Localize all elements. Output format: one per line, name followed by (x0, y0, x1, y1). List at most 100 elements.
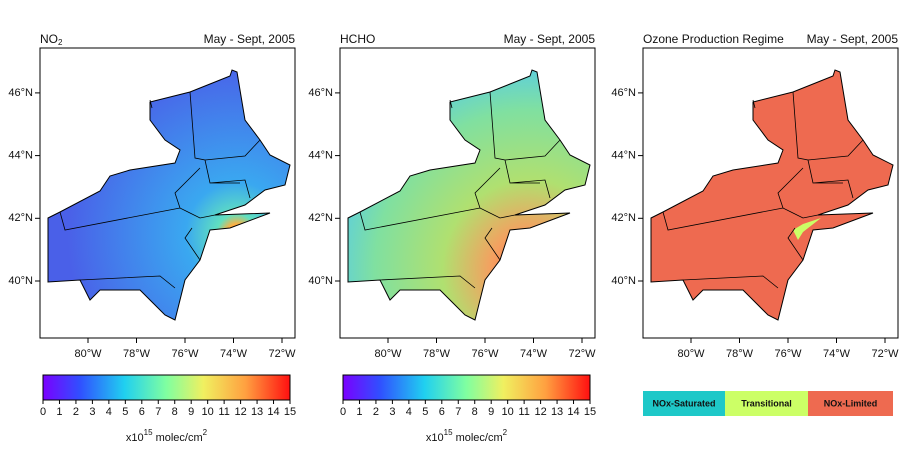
colorbar-label: x1015 molec/cm2 (426, 428, 508, 444)
colorbar-tick-label: 8 (172, 406, 178, 418)
colorbar-tick-label: 15 (584, 406, 596, 418)
legend-swatch (725, 391, 808, 416)
x-tick-label: 80°W (677, 348, 705, 360)
state-borders (359, 91, 561, 289)
legend-label: NOx-Limited (824, 398, 878, 408)
colorbar-tick-label: 10 (502, 406, 514, 418)
colorbar-tick-label: 9 (188, 406, 194, 418)
x-tick-label: 74°W (823, 348, 851, 360)
colorbar-tick-label: 6 (139, 406, 145, 418)
colorbar-tick-label: 4 (106, 406, 112, 418)
colorbar (42, 374, 291, 401)
panel-title: HCHO (340, 32, 375, 46)
label-base: x10 (426, 432, 444, 444)
map-panel: HCHO May - Sept, 2005 80°W 78°W 76°W 74°W 72°W… (308, 32, 596, 444)
title-text: Ozone Production Regime (643, 32, 784, 46)
x-tick-label: 80°W (374, 348, 402, 360)
x-tick-label: 74°W (220, 348, 248, 360)
y-tick-label: 42°N (8, 212, 33, 224)
title-text: HCHO (340, 32, 375, 46)
legend-swatch (643, 391, 725, 416)
transition-zone (793, 218, 821, 240)
label-unit-exp: 2 (503, 428, 508, 437)
colorbar-label: x1015 molec/cm2 (126, 428, 208, 444)
plot-frame (339, 47, 596, 339)
colorbar-tick-label: 14 (567, 406, 579, 418)
colorbar-tick-label: 7 (155, 406, 161, 418)
panel-date: May - Sept, 2005 (504, 32, 596, 46)
plot-frame (39, 47, 296, 339)
x-tick-label: 78°W (123, 348, 151, 360)
colorbar-tick-label: 7 (455, 406, 461, 418)
x-tick-label: 74°W (520, 348, 548, 360)
colorbar-tick-label: 2 (73, 406, 79, 418)
colorbar-tick-label: 5 (122, 406, 128, 418)
colorbar-tick-label: 3 (89, 406, 95, 418)
x-tick-label: 76°W (171, 348, 199, 360)
panel-date: May - Sept, 2005 (204, 32, 296, 46)
title-text: NO (40, 32, 58, 46)
title-sub: 2 (58, 38, 63, 47)
plot-frame (642, 47, 899, 339)
colorbar-tick-label: 3 (389, 406, 395, 418)
y-tick-label: 42°N (308, 212, 333, 224)
y-tick-label: 42°N (611, 212, 636, 224)
label-exp: 15 (444, 428, 453, 437)
x-tick-label: 72°W (268, 348, 296, 360)
panel-title: Ozone Production Regime (643, 32, 784, 46)
colorbar-tick-label: 14 (267, 406, 279, 418)
x-tick-label: 76°W (471, 348, 499, 360)
x-tick-label: 78°W (423, 348, 451, 360)
colorbar-tick-label: 11 (218, 406, 229, 418)
panel-title: NO2 (40, 32, 63, 47)
colorbar (342, 374, 591, 401)
y-tick-label: 44°N (611, 150, 636, 162)
colorbar-tick-label: 12 (234, 406, 246, 418)
colorbar-tick-label: 11 (518, 406, 529, 418)
colorbar-tick-label: 15 (284, 406, 296, 418)
y-tick-label: 46°N (611, 87, 636, 99)
y-tick-label: 40°N (308, 275, 333, 287)
colorbar-tick-label: 13 (551, 406, 563, 418)
colorbar-tick-label: 13 (251, 406, 263, 418)
label-base: x10 (126, 432, 144, 444)
label-unit-exp: 2 (203, 428, 208, 437)
x-tick-label: 72°W (568, 348, 596, 360)
colorbar-tick-label: 9 (488, 406, 494, 418)
colorbar-tick-label: 1 (356, 406, 362, 418)
colorbar-tick-label: 12 (534, 406, 546, 418)
label-unit: molec/cm (153, 432, 203, 444)
region (47, 69, 291, 321)
colorbar-tick-label: 0 (40, 406, 46, 418)
region (347, 69, 591, 321)
colorbar-tick-label: 0 (340, 406, 346, 418)
panel-date: May - Sept, 2005 (807, 32, 899, 46)
colorbar-tick-label: 10 (202, 406, 214, 418)
x-tick-label: 72°W (871, 348, 899, 360)
x-tick-label: 80°W (74, 348, 102, 360)
region (650, 69, 894, 321)
y-tick-label: 44°N (308, 150, 333, 162)
colorbar-tick-label: 5 (422, 406, 428, 418)
y-tick-label: 44°N (8, 150, 33, 162)
legend-swatch (808, 391, 893, 416)
state-borders (59, 91, 261, 289)
y-tick-label: 40°N (8, 275, 33, 287)
colorbar-tick-label: 4 (406, 406, 412, 418)
colorbar-tick-label: 2 (373, 406, 379, 418)
legend-label: Transitional (741, 398, 792, 408)
colorbar-tick-label: 6 (439, 406, 445, 418)
label-exp: 15 (144, 428, 153, 437)
y-tick-label: 40°N (611, 275, 636, 287)
state-borders (662, 91, 864, 289)
y-tick-label: 46°N (8, 87, 33, 99)
x-tick-label: 76°W (774, 348, 802, 360)
y-tick-label: 46°N (308, 87, 333, 99)
colorbar-tick-label: 8 (472, 406, 478, 418)
legend-label: NOx-Saturated (652, 398, 715, 408)
label-unit: molec/cm (453, 432, 503, 444)
map-panel: Ozone Production Regime May - Sept, 2005 8… (611, 32, 899, 416)
x-tick-label: 78°W (726, 348, 754, 360)
